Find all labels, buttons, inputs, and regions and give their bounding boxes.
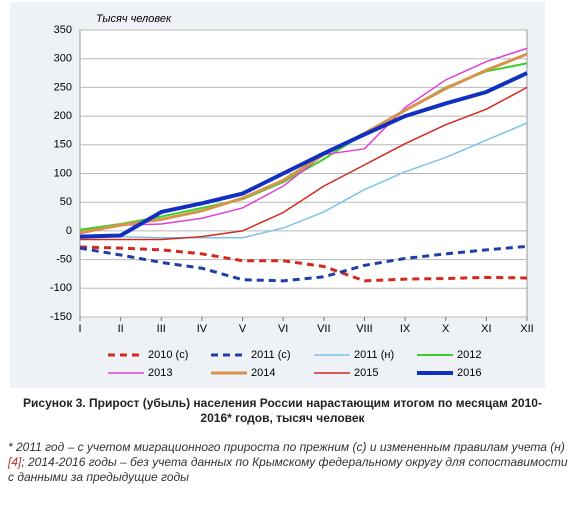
x-tick-label: II (118, 323, 124, 335)
x-tick-label: VII (317, 323, 330, 335)
legend-label: 2012 (457, 349, 481, 361)
chart-title: Тысяч человек (96, 13, 172, 25)
y-tick-label: 0 (66, 225, 72, 237)
y-tick-label: 100 (54, 167, 72, 179)
x-tick-label: VIII (356, 323, 373, 335)
x-tick-label: III (157, 323, 166, 335)
y-tick-label: 250 (54, 81, 72, 93)
x-tick-label: VI (278, 323, 288, 335)
x-tick-label: I (78, 323, 81, 335)
footnote-link[interactable]: [4] (8, 455, 22, 469)
footnote-text: ; 2014-2016 годы – без учета данных по К… (8, 455, 568, 484)
footnote: * 2011 год – с учетом миграционного прир… (8, 440, 573, 485)
series-line (79, 244, 528, 283)
legend-label: 2010 (с) (148, 349, 188, 361)
y-tick-label: 350 (54, 24, 72, 36)
x-tick-label: IX (400, 323, 411, 335)
legend-label: 2013 (148, 367, 172, 379)
series-line (79, 71, 528, 239)
series-line (79, 245, 528, 283)
y-tick-label: 300 (54, 53, 72, 65)
series-line (80, 86, 528, 241)
x-tick-label: XI (481, 323, 491, 335)
caption: Рисунок 3. Прирост (убыль) населения Рос… (23, 396, 542, 425)
y-tick-label: 200 (54, 110, 72, 122)
legend-label: 2016 (457, 367, 481, 379)
y-tick-label: 50 (60, 196, 72, 208)
x-tick-label: V (239, 323, 247, 335)
legend-label: 2011 (с) (251, 349, 291, 361)
chart: Тысяч человек -150 -100 -50 0 50 100 150 200 250… (10, 2, 545, 388)
y-tick-label: -100 (50, 282, 72, 294)
footnote-text: * 2011 год – с учетом миграционного прир… (8, 440, 565, 454)
y-tick-label: 150 (54, 139, 72, 151)
y-tick-label: -150 (50, 311, 72, 323)
legend-label: 2014 (251, 367, 275, 379)
legend-label: 2011 (н) (354, 349, 394, 361)
series-line (79, 52, 528, 235)
legend-label: 2015 (354, 367, 378, 379)
series-line (79, 47, 528, 235)
series-line (80, 122, 528, 239)
x-tick-label: X (442, 323, 450, 335)
x-tick-label: IV (197, 323, 208, 335)
x-tick-label: XII (520, 323, 533, 335)
y-tick-label: -50 (56, 254, 72, 266)
